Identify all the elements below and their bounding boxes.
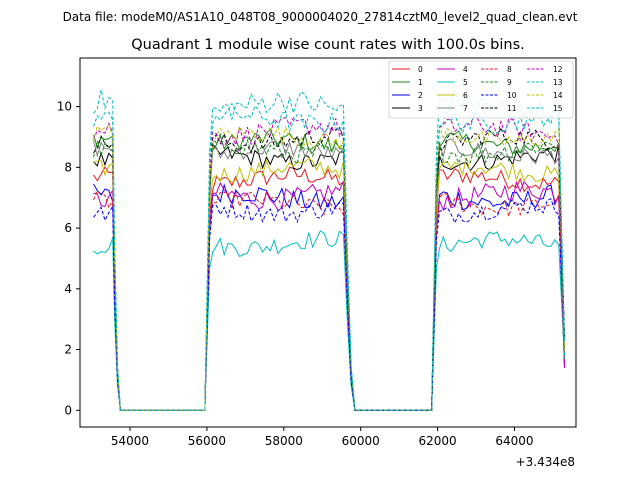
axes-frame <box>79 57 577 428</box>
series-line-8 <box>93 190 565 411</box>
series-line-5 <box>93 230 565 411</box>
series-line-6 <box>93 157 565 411</box>
legend-label-6: 6 <box>463 91 468 100</box>
legend-label-8: 8 <box>507 65 512 74</box>
y-tick-label: 2 <box>64 343 72 357</box>
legend-label-13: 13 <box>553 78 563 87</box>
series-line-13 <box>93 88 565 411</box>
y-tick-label: 6 <box>64 221 72 235</box>
series-line-7 <box>93 138 565 411</box>
legend-label-15: 15 <box>553 104 563 113</box>
x-tick-label: 62000 <box>418 434 456 448</box>
legend-label-14: 14 <box>553 91 563 100</box>
series-line-12 <box>93 114 565 411</box>
legend-label-10: 10 <box>507 91 517 100</box>
legend-label-5: 5 <box>463 78 468 87</box>
y-tick-label: 4 <box>64 282 72 296</box>
legend-label-3: 3 <box>418 104 423 113</box>
y-tick-label: 8 <box>64 160 72 174</box>
series-line-14 <box>93 125 565 411</box>
legend-label-0: 0 <box>418 65 423 74</box>
series-line-1 <box>93 128 565 411</box>
y-axis: 0 2 4 6 8 10 <box>57 100 80 417</box>
plot-area <box>79 57 577 428</box>
x-tick-label: 60000 <box>342 434 380 448</box>
x-tick-label: 56000 <box>188 434 226 448</box>
series-line-2 <box>93 183 565 411</box>
legend-label-2: 2 <box>418 91 423 100</box>
series-line-4 <box>93 180 565 411</box>
legend-frame <box>388 60 574 119</box>
legend-label-7: 7 <box>463 104 468 113</box>
legend-label-4: 4 <box>463 65 468 74</box>
series-layer <box>93 88 565 411</box>
legend-label-9: 9 <box>507 78 512 87</box>
legend-label-11: 11 <box>507 104 517 113</box>
series-line-10 <box>93 198 565 411</box>
y-tick-label: 10 <box>57 100 72 114</box>
x-tick-label: 58000 <box>265 434 303 448</box>
chart-suptitle: Data file: modeM0/AS1A10_048T08_90000040… <box>63 10 578 24</box>
y-tick-label: 0 <box>64 403 72 417</box>
x-tick-label: 54000 <box>111 434 149 448</box>
x-axis: 54000 56000 58000 60000 62000 64000 <box>111 427 534 448</box>
legend-label-1: 1 <box>418 78 423 87</box>
x-offset-label: +3.434e8 <box>516 455 575 469</box>
x-tick-label: 64000 <box>495 434 533 448</box>
series-line-9 <box>93 133 565 411</box>
legend-label-12: 12 <box>553 65 563 74</box>
chart-title: Quadrant 1 module wise count rates with … <box>131 37 525 53</box>
